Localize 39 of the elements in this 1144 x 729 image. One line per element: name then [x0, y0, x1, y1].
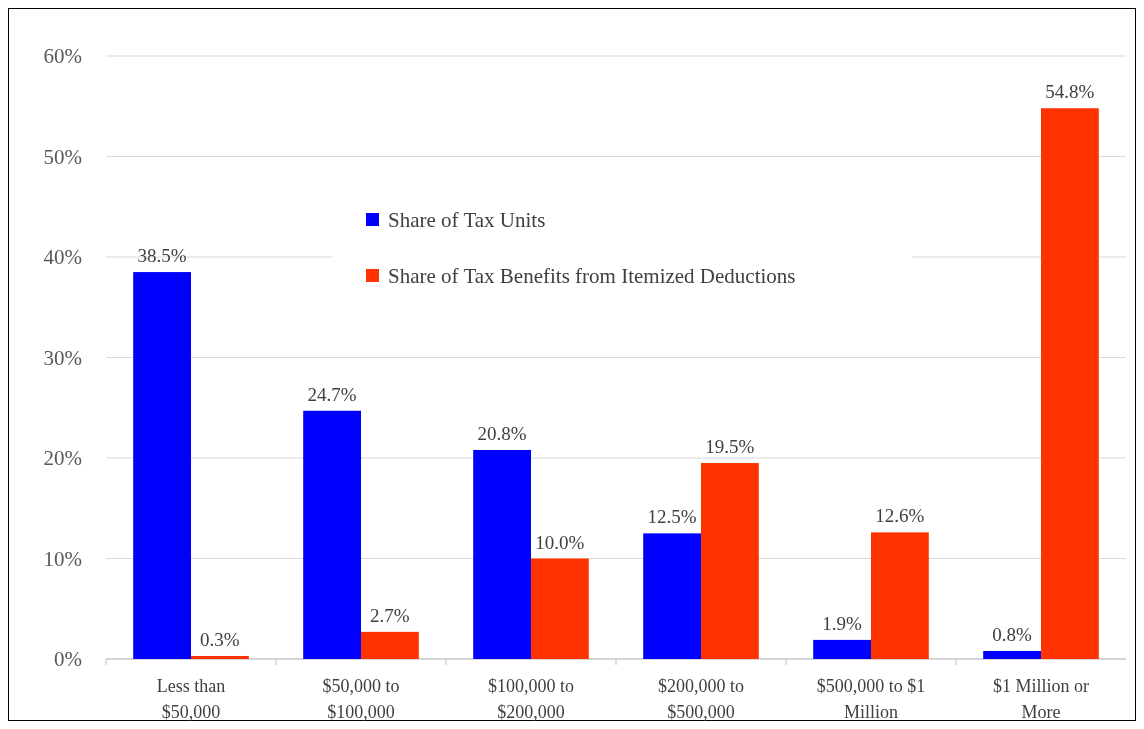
data-label: 2.7% — [370, 604, 410, 626]
y-tick-label: 0% — [54, 647, 82, 672]
y-tick-label: 30% — [43, 345, 82, 370]
bar — [871, 532, 929, 659]
bar — [1041, 108, 1099, 659]
data-label: 12.6% — [875, 505, 925, 527]
data-label: 24.7% — [307, 383, 357, 405]
legend-label: Share of Tax Units — [388, 208, 546, 233]
bar — [303, 410, 361, 659]
data-label: 0.3% — [200, 628, 240, 650]
data-label: 38.5% — [137, 245, 187, 267]
bar — [983, 650, 1041, 659]
x-tick-label: Less than $50,000 — [156, 676, 226, 722]
data-label: 54.8% — [1045, 81, 1095, 103]
x-tick-label: $100,000 to $200,000 — [487, 676, 575, 722]
bar — [701, 463, 759, 659]
data-label: 19.5% — [705, 436, 755, 458]
bar — [531, 558, 589, 659]
bar — [361, 631, 419, 659]
y-tick-label: 50% — [43, 144, 82, 169]
legend-label: Share of Tax Benefits from Itemized Deductions — [388, 264, 796, 289]
bar — [133, 272, 191, 659]
data-label: 12.5% — [647, 506, 697, 528]
x-tick-label: $50,000 to $100,000 — [322, 676, 400, 722]
y-tick-label: 40% — [43, 245, 82, 270]
y-tick-label: 20% — [43, 446, 82, 471]
bar — [191, 655, 249, 659]
bar — [813, 639, 871, 659]
data-label: 20.8% — [477, 422, 527, 444]
data-label: 1.9% — [822, 612, 863, 634]
bar — [473, 449, 531, 659]
data-label: 0.8% — [992, 623, 1033, 645]
x-tick-label: $500,000 to $1 Million — [816, 676, 926, 722]
x-tick-label: $200,000 to $500,000 — [657, 676, 745, 722]
data-label: 10.0% — [535, 531, 585, 553]
y-tick-label: 10% — [43, 546, 82, 571]
y-tick-label: 60% — [43, 44, 82, 69]
x-tick-label: $1 Million or More — [992, 676, 1090, 722]
bar — [643, 533, 701, 659]
